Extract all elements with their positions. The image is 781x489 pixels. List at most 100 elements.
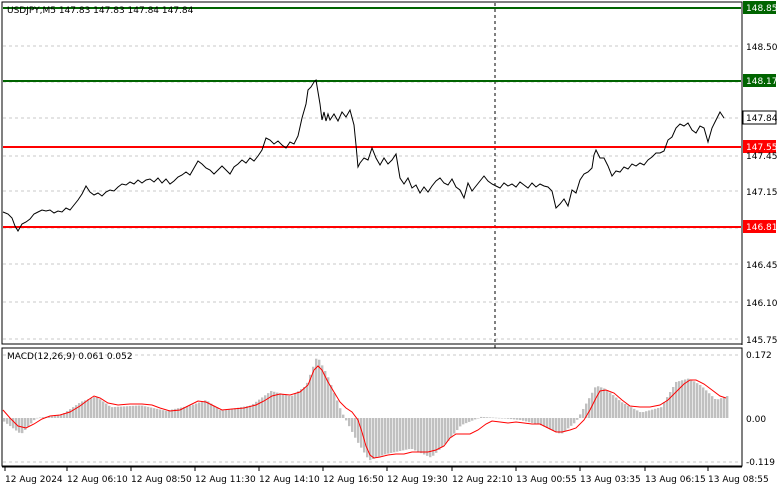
macd-bar xyxy=(576,418,579,420)
macd-bar xyxy=(486,417,489,418)
macd-bar xyxy=(3,418,6,422)
macd-bar xyxy=(108,405,111,418)
macd-bar xyxy=(726,396,729,418)
macd-bar xyxy=(438,418,441,450)
macd-bar xyxy=(522,418,525,421)
macd-bar xyxy=(717,399,720,418)
time-label: 12 Aug 11:30 xyxy=(195,475,256,485)
price-panel: USDJPY,M5 147.83 147.83 147.84 147.84 xyxy=(1,1,743,465)
macd-bar xyxy=(18,418,21,433)
macd-bar xyxy=(48,416,51,418)
macd-bar xyxy=(612,395,615,418)
macd-bar xyxy=(456,418,459,431)
macd-label: MACD(12,26,9) 0.061 0.052 xyxy=(7,352,133,362)
macd-bar xyxy=(132,405,135,418)
macd-bar xyxy=(141,405,144,418)
macd-bar xyxy=(156,408,159,418)
macd-bar xyxy=(330,385,333,418)
macd-bar xyxy=(390,418,393,453)
macd-bar xyxy=(30,418,33,424)
macd-bar xyxy=(267,393,270,418)
macd-bar xyxy=(318,359,321,418)
macd-bar xyxy=(684,379,687,418)
macd-bar xyxy=(723,397,726,418)
macd-bar xyxy=(12,418,15,429)
macd-bar xyxy=(636,410,639,418)
macd-bar xyxy=(312,366,315,418)
macd-bar xyxy=(408,418,411,450)
price-tick-label: 147.45 xyxy=(746,152,778,162)
macd-bar xyxy=(597,386,600,418)
macd-bar xyxy=(645,411,648,418)
macd-bar xyxy=(99,399,102,418)
macd-bar xyxy=(618,400,621,418)
price-series-line xyxy=(2,78,725,232)
macd-bar xyxy=(39,417,42,419)
macd-bar xyxy=(561,418,564,434)
macd-bar xyxy=(489,417,492,418)
time-label: 13 Aug 00:55 xyxy=(516,475,577,485)
macd-bar xyxy=(63,413,66,418)
macd-bar xyxy=(105,403,108,418)
macd-bar xyxy=(261,397,264,418)
macd-bar xyxy=(396,418,399,452)
macd-bar xyxy=(102,401,105,418)
macd-bar xyxy=(282,394,285,418)
macd-bar xyxy=(648,410,651,418)
time-label: 13 Aug 06:15 xyxy=(645,475,706,485)
macd-bar xyxy=(93,397,96,418)
macd-bar xyxy=(81,401,84,418)
macd-bar xyxy=(549,418,552,430)
macd-bar xyxy=(309,374,312,418)
macd-bar xyxy=(564,418,567,431)
macd-bar xyxy=(414,418,417,451)
macd-bar xyxy=(633,408,636,418)
macd-bar xyxy=(315,358,318,418)
macd-bar xyxy=(711,396,714,418)
macd-bar xyxy=(195,403,198,418)
macd-bar xyxy=(525,418,528,422)
macd-bar xyxy=(363,418,366,453)
level-label-148-85: 148.85 xyxy=(746,4,778,14)
macd-bar xyxy=(204,400,207,418)
macd-bar xyxy=(708,393,711,418)
macd-bar xyxy=(294,393,297,418)
macd-bar xyxy=(531,418,534,423)
macd-bar xyxy=(378,418,381,457)
macd-bar xyxy=(423,418,426,455)
macd-bar xyxy=(201,401,204,418)
macd-bar xyxy=(534,418,537,424)
macd-bar xyxy=(603,388,606,418)
macd-bar xyxy=(690,379,693,418)
macd-bar xyxy=(498,417,501,419)
macd-bar xyxy=(702,387,705,418)
macd-bar xyxy=(27,418,30,427)
macd-bar xyxy=(342,414,345,418)
macd-bar xyxy=(78,403,81,418)
macd-bar xyxy=(174,408,177,418)
macd-bar xyxy=(21,418,24,434)
macd-bar xyxy=(60,415,63,418)
macd-bar xyxy=(186,406,189,418)
macd-bar xyxy=(546,418,549,428)
macd-bar xyxy=(189,405,192,418)
macd-bar xyxy=(51,416,54,418)
macd-bar xyxy=(162,410,165,418)
macd-bar xyxy=(516,418,519,420)
macd-bar xyxy=(321,365,324,418)
macd-bar xyxy=(573,418,576,424)
macd-bar xyxy=(234,408,237,418)
macd-bar xyxy=(231,408,234,418)
macd-bar xyxy=(24,418,27,430)
macd-bar xyxy=(513,418,516,420)
macd-bar xyxy=(270,390,273,418)
macd-bar xyxy=(279,393,282,418)
macd-bar xyxy=(222,410,225,418)
macd-bar xyxy=(183,406,186,418)
time-label: 12 Aug 08:50 xyxy=(131,475,192,485)
macd-bar xyxy=(144,406,147,418)
macd-bar xyxy=(405,418,408,450)
macd-bar xyxy=(420,418,423,454)
macd-bar xyxy=(90,398,93,418)
